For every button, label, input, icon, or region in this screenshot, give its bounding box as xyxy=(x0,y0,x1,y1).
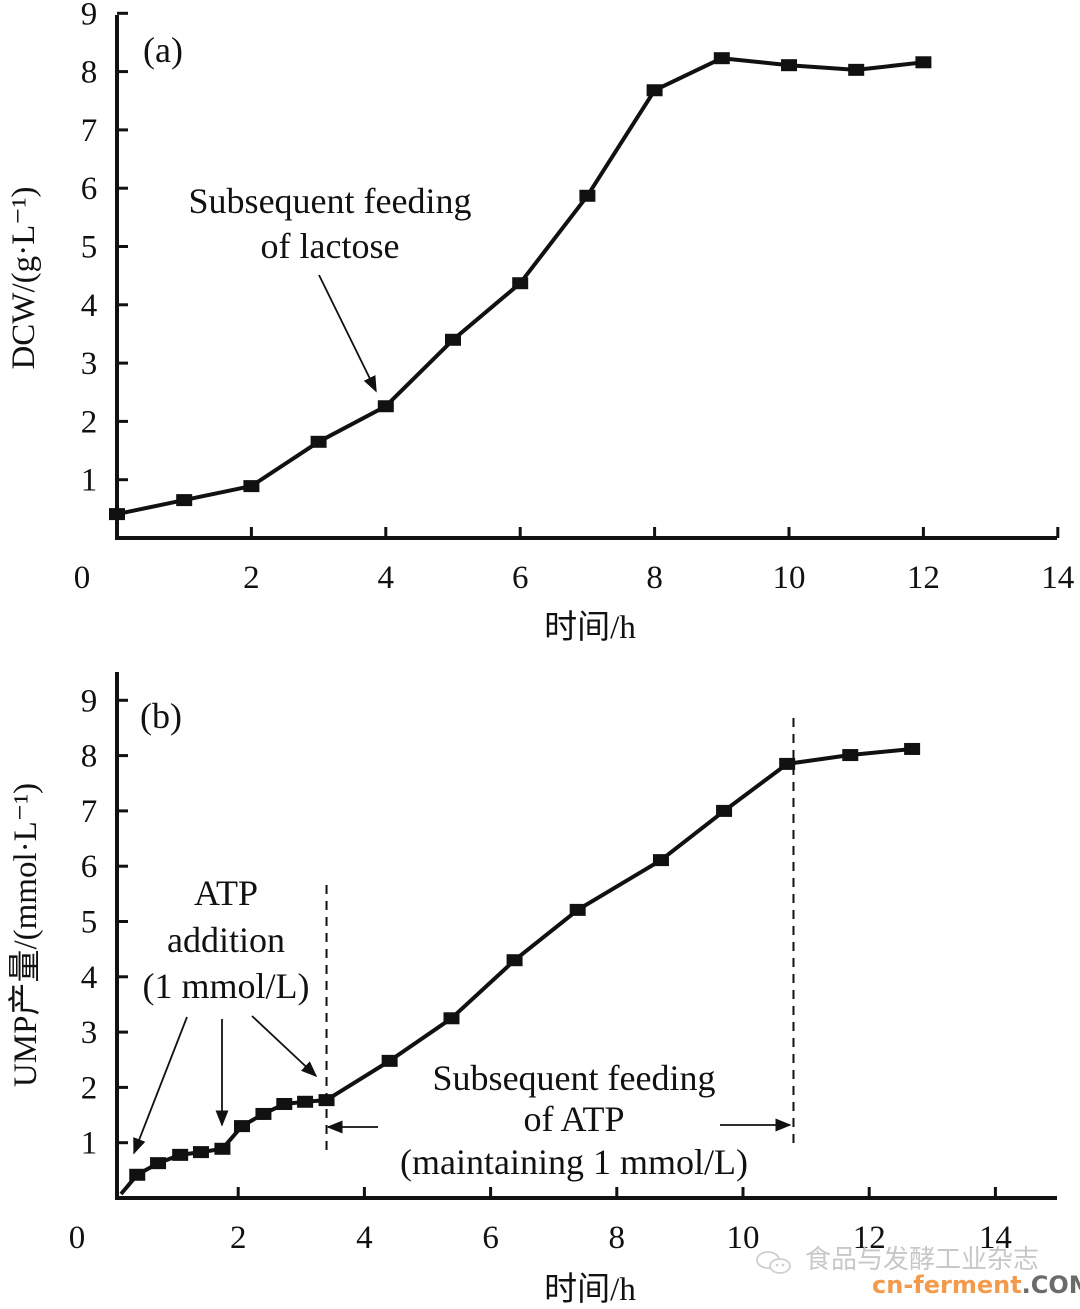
atp-addition-line-1: ATP xyxy=(194,873,258,913)
panel-b-x-tick-label: 12 xyxy=(853,1220,886,1256)
panel-a-y-tick-label: 6 xyxy=(81,171,98,207)
panel-b-data-point xyxy=(443,1012,460,1025)
panel-a-annotation-line-1: Subsequent feeding xyxy=(189,181,472,221)
panel-a-x-tick-label: 0 xyxy=(74,560,91,596)
panel-b-data-point xyxy=(842,749,859,762)
atp-feeding-line-3: (maintaining 1 mmol/L) xyxy=(400,1142,748,1182)
atp-addition-arrow-1 xyxy=(133,1016,188,1155)
panel-a-data-point xyxy=(713,52,730,65)
panel-b-x-tick-label: 8 xyxy=(609,1220,626,1256)
panel-b-y-tick-label: 6 xyxy=(81,849,98,885)
panel-a-y-tick-label: 2 xyxy=(81,404,98,440)
panel-b-series xyxy=(119,742,921,1196)
atp-addition-arrow-3 xyxy=(251,1015,318,1078)
panel-a-x-tick-label: 8 xyxy=(646,560,663,596)
panel-b-data-point xyxy=(716,804,733,817)
panel-b-reference-lines xyxy=(325,718,795,1155)
panel-b-data-point xyxy=(652,854,669,867)
atp-addition-line-3: (1 mmol/L) xyxy=(143,966,310,1006)
panel-b-x-axis-title: 时间/h xyxy=(544,1272,636,1308)
panel-b-y-axis-title: UMP产量/(mmol·L⁻¹) xyxy=(7,783,44,1087)
wechat-icon xyxy=(756,1251,791,1274)
panel-b-data-point xyxy=(150,1157,167,1170)
panel-a-y-tick-label: 8 xyxy=(81,55,98,91)
panel-a-x-tick-label: 14 xyxy=(1041,560,1074,596)
panel-b-data-point xyxy=(233,1120,250,1133)
panel-b-data-point xyxy=(297,1095,314,1108)
panel-a-y-tick-label: 7 xyxy=(81,113,98,149)
panel-b-y-tick-label: 9 xyxy=(81,683,98,719)
panel-b-y-tick-label: 1 xyxy=(81,1126,98,1162)
panel-b-data-point xyxy=(381,1054,398,1067)
panel-b-y-tick-label: 8 xyxy=(81,739,98,775)
panel-a-data-point xyxy=(512,277,529,290)
panel-a-data-point xyxy=(445,333,461,346)
panel-b-data-point xyxy=(214,1142,231,1155)
panel-b-y-tick-label: 7 xyxy=(81,794,98,830)
watermark-site-suffix: .COM xyxy=(1022,1271,1080,1299)
panel-a-annotation-line-2: of lactose xyxy=(261,226,400,266)
panel-b-x-tick-label: 0 xyxy=(69,1220,86,1256)
atp-feeding-line-2: of ATP xyxy=(523,1099,624,1139)
panel-a-x-tick-label: 4 xyxy=(378,560,395,596)
atp-feeding-line-1: Subsequent feeding xyxy=(433,1058,716,1098)
panel-b-data-point xyxy=(172,1148,189,1161)
panel-a-data-point xyxy=(781,59,797,72)
atp-addition-line-2: addition xyxy=(167,920,285,960)
panel-a-x-tick-label: 12 xyxy=(907,560,940,596)
panel-a-y-tick-label: 3 xyxy=(81,346,98,382)
watermark-site: cn-ferment.COM xyxy=(872,1271,1080,1299)
panel-a-y-tick-label: 4 xyxy=(81,288,98,324)
panel-a-x-tick-label: 2 xyxy=(243,560,260,596)
panel-a-data-point xyxy=(377,400,394,413)
panel-b-data-point xyxy=(318,1094,335,1107)
panel-a-data-point xyxy=(243,480,260,493)
panel-a-annotation-arrow xyxy=(318,274,377,393)
panel-b-x-tick-label: 14 xyxy=(979,1220,1012,1256)
panel-a-axes xyxy=(115,15,1057,540)
panel-a-data-point xyxy=(176,494,193,507)
panel-b-data-point xyxy=(255,1107,272,1120)
panel-a-x-tick-label: 10 xyxy=(773,560,806,596)
panel-b-axes xyxy=(115,672,1057,1200)
panel-a-data-point xyxy=(848,63,865,76)
panel-a-data-point xyxy=(109,508,125,521)
panel-b-data-point xyxy=(129,1168,146,1181)
panel-a-y-tick-label: 1 xyxy=(81,463,98,499)
panel-a-x-tick-label: 6 xyxy=(512,560,529,596)
panel-a-y-tick-label: 9 xyxy=(81,0,98,32)
panel-a-y-axis-title: DCW/(g·L⁻¹) xyxy=(6,186,42,369)
panel-b-data-point xyxy=(276,1097,293,1110)
watermark-site-main: cn-ferment xyxy=(872,1271,1022,1299)
panel-b-x-tick-label: 2 xyxy=(230,1220,247,1256)
panel-a-series xyxy=(109,52,932,521)
panel-b-data-point xyxy=(192,1146,209,1159)
panel-b-x-tick-label: 6 xyxy=(482,1220,499,1256)
panel-a-y-tick-label: 5 xyxy=(81,230,98,266)
panel-b-y-tick-label: 4 xyxy=(81,960,98,996)
panel-b-x-tick-label: 4 xyxy=(356,1220,373,1256)
panel-a-data-point xyxy=(579,189,596,202)
panel-b-x-tick-label: 10 xyxy=(727,1220,760,1256)
panel-b-data-point xyxy=(779,757,796,770)
panel-b-data-point xyxy=(904,742,921,755)
panel-a-x-axis-title: 时间/h xyxy=(544,610,636,646)
watermark-chinese: 食品与发酵工业杂志 xyxy=(805,1245,1039,1275)
panel-b-label: (b) xyxy=(140,696,182,736)
panel-a-label: (a) xyxy=(143,30,183,70)
panel-b-y-tick-label: 3 xyxy=(81,1015,98,1051)
watermark: 食品与发酵工业杂志 cn-ferment.COM xyxy=(756,1245,1080,1299)
panel-b-data-point xyxy=(506,954,523,967)
panel-a-data-point xyxy=(310,435,327,448)
panel-b-data-point xyxy=(569,903,586,916)
panel-a-data-point xyxy=(646,84,663,97)
panel-b-y-tick-label: 5 xyxy=(81,905,98,941)
panel-b-y-tick-label: 2 xyxy=(81,1070,98,1106)
panel-a-data-point xyxy=(915,56,932,69)
